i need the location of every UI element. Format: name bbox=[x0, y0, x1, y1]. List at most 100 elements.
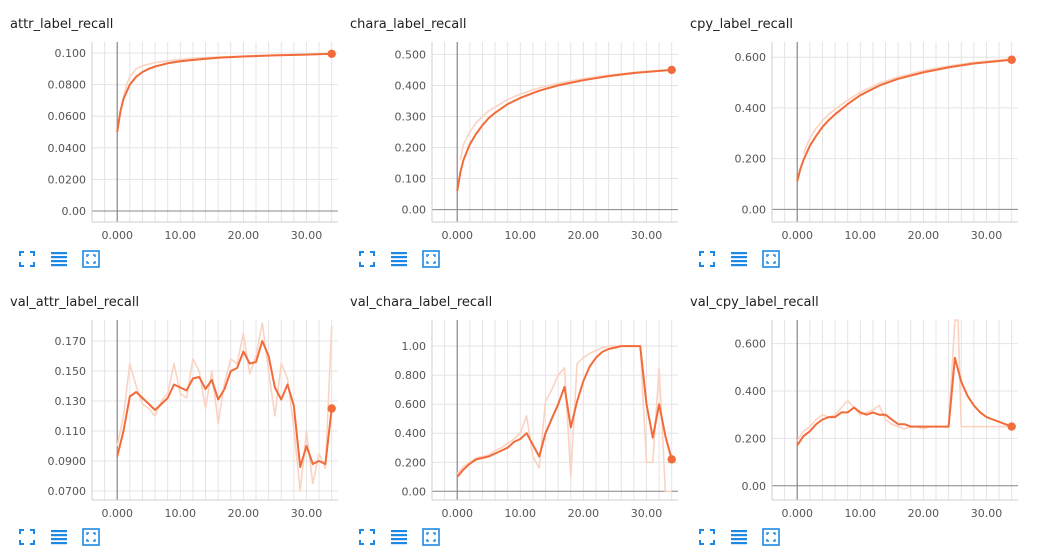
smoothed-series-line bbox=[116, 340, 333, 468]
last-value-marker[interactable] bbox=[667, 65, 676, 75]
x-tick-label: 10.00 bbox=[845, 507, 877, 520]
y-tick-label: 0.100 bbox=[55, 47, 87, 60]
last-value-marker[interactable] bbox=[327, 404, 336, 413]
fullscreen-icon[interactable] bbox=[358, 250, 376, 268]
x-tick-label: 0.000 bbox=[781, 229, 813, 242]
chart-card-chara_label_recall: chara_label_recall 0.00 0.100 0.200 0.300 0.4… bbox=[340, 0, 680, 270]
raw-series-line bbox=[459, 68, 672, 161]
y-tick-label: 0.400 bbox=[395, 79, 427, 92]
y-tick-label: 0.0200 bbox=[48, 173, 87, 186]
y-tick-label: 0.400 bbox=[395, 427, 427, 440]
chart-card-attr_label_recall: attr_label_recall 0.00 0.0200 0.0400 0.0600 0… bbox=[0, 0, 340, 270]
x-tick-label: 0.000 bbox=[441, 229, 473, 242]
x-tick-label: 0.000 bbox=[101, 229, 133, 242]
chart-plot: 0.00 0.200 0.400 0.600 0.800 1.00 0.000 10.00 20… bbox=[395, 320, 678, 520]
y-tick-label: 0.400 bbox=[735, 102, 767, 115]
x-tick-label: 20.00 bbox=[568, 229, 600, 242]
x-tick-label: 20.00 bbox=[228, 229, 260, 242]
chart-title: cpy_label_recall bbox=[690, 17, 793, 32]
raw-series-line bbox=[802, 58, 1012, 154]
chart-plot: 0.00 0.200 0.400 0.600 0.000 10.00 20.00 30.00 bbox=[735, 42, 1018, 242]
fit-domain-icon[interactable] bbox=[422, 528, 440, 546]
y-tick-label: 0.200 bbox=[395, 456, 427, 469]
y-tick-label: 0.600 bbox=[735, 51, 767, 64]
chart-card-val_chara_label_recall: val_chara_label_recall 0.00 0.200 0.400 0.60… bbox=[340, 278, 680, 548]
chart-card-cpy_label_recall: cpy_label_recall 0.00 0.200 0.400 0.600 0.000… bbox=[680, 0, 1020, 270]
fullscreen-icon[interactable] bbox=[18, 250, 36, 268]
y-tick-label: 0.500 bbox=[395, 48, 427, 61]
y-tick-label: 0.100 bbox=[395, 173, 427, 186]
y-tick-label: 0.00 bbox=[402, 204, 427, 217]
last-value-marker[interactable] bbox=[1007, 55, 1016, 64]
y-tick-label: 0.200 bbox=[395, 142, 427, 155]
y-tick-label: 0.0900 bbox=[48, 455, 87, 468]
x-tick-label: 30.00 bbox=[971, 229, 1003, 242]
smoothed-series-line bbox=[456, 345, 673, 478]
x-tick-label: 10.00 bbox=[505, 229, 537, 242]
x-tick-label: 0.000 bbox=[441, 507, 473, 520]
y-tick-label: 0.170 bbox=[55, 335, 87, 348]
list-data-icon[interactable] bbox=[50, 528, 68, 546]
last-value-marker[interactable] bbox=[1007, 422, 1016, 431]
fullscreen-icon[interactable] bbox=[698, 528, 716, 546]
chart-title: val_chara_label_recall bbox=[350, 295, 493, 310]
y-tick-label: 0.0400 bbox=[48, 142, 87, 155]
y-tick-label: 0.00 bbox=[62, 205, 87, 218]
fullscreen-icon[interactable] bbox=[698, 250, 716, 268]
chart-plot: 0.0700 0.0900 0.110 0.130 0.150 0.170 0.000 10.… bbox=[48, 320, 338, 520]
raw-series-line bbox=[796, 319, 1012, 442]
y-tick-label: 0.110 bbox=[55, 425, 87, 438]
list-data-icon[interactable] bbox=[390, 528, 408, 546]
x-tick-label: 10.00 bbox=[165, 507, 197, 520]
smoothed-series-line bbox=[796, 356, 1013, 447]
fullscreen-icon[interactable] bbox=[358, 528, 376, 546]
smoothed-series-line bbox=[116, 52, 332, 133]
list-data-icon[interactable] bbox=[730, 250, 748, 268]
x-tick-label: 20.00 bbox=[908, 229, 940, 242]
last-value-marker[interactable] bbox=[327, 49, 336, 59]
fit-domain-icon[interactable] bbox=[82, 528, 100, 546]
fit-domain-icon[interactable] bbox=[762, 528, 780, 546]
y-tick-label: 0.400 bbox=[735, 385, 767, 398]
list-data-icon[interactable] bbox=[50, 250, 68, 268]
y-tick-label: 0.300 bbox=[395, 110, 427, 123]
y-tick-label: 0.200 bbox=[735, 432, 767, 445]
y-tick-label: 0.00 bbox=[742, 203, 767, 216]
fit-domain-icon[interactable] bbox=[422, 250, 440, 268]
y-tick-label: 0.200 bbox=[735, 153, 767, 166]
chart-card-val_attr_label_recall: val_attr_label_recall 0.0700 0.0900 0.110 0.… bbox=[0, 278, 340, 548]
y-tick-label: 1.00 bbox=[402, 340, 427, 353]
x-tick-label: 0.000 bbox=[101, 507, 133, 520]
x-tick-label: 0.000 bbox=[781, 507, 813, 520]
chart-plot: 0.00 0.100 0.200 0.300 0.400 0.500 0.000 10.00 2… bbox=[395, 42, 678, 242]
x-tick-label: 30.00 bbox=[291, 507, 323, 520]
x-tick-label: 30.00 bbox=[291, 229, 323, 242]
fit-domain-icon[interactable] bbox=[762, 250, 780, 268]
smoothed-series-line bbox=[796, 58, 1012, 182]
x-tick-label: 20.00 bbox=[908, 507, 940, 520]
chart-title: val_attr_label_recall bbox=[10, 295, 140, 310]
raw-series-line bbox=[456, 345, 672, 493]
y-tick-label: 0.0600 bbox=[48, 110, 87, 123]
chart-plot: 0.00 0.200 0.400 0.600 0.000 10.00 20.00 30.00 bbox=[735, 319, 1018, 520]
y-tick-label: 0.0800 bbox=[48, 79, 87, 92]
chart-card-val_cpy_label_recall: val_cpy_label_recall 0.00 0.200 0.400 0.600 0… bbox=[680, 278, 1020, 548]
y-tick-label: 0.600 bbox=[395, 398, 427, 411]
x-tick-label: 10.00 bbox=[165, 229, 197, 242]
x-tick-label: 20.00 bbox=[568, 507, 600, 520]
chart-plot: 0.00 0.0200 0.0400 0.0600 0.0800 0.100 0.000 10… bbox=[48, 42, 338, 242]
smoothed-series-line bbox=[456, 68, 672, 192]
list-data-icon[interactable] bbox=[390, 250, 408, 268]
chart-title: attr_label_recall bbox=[10, 17, 114, 32]
y-tick-label: 0.150 bbox=[55, 365, 87, 378]
chart-title: val_cpy_label_recall bbox=[690, 295, 819, 310]
chart-title: chara_label_recall bbox=[350, 17, 467, 32]
fit-domain-icon[interactable] bbox=[82, 250, 100, 268]
fullscreen-icon[interactable] bbox=[18, 528, 36, 546]
y-tick-label: 0.130 bbox=[55, 395, 87, 408]
x-tick-label: 20.00 bbox=[228, 507, 260, 520]
y-tick-label: 0.00 bbox=[402, 485, 427, 498]
list-data-icon[interactable] bbox=[730, 528, 748, 546]
x-tick-label: 10.00 bbox=[505, 507, 537, 520]
last-value-marker[interactable] bbox=[667, 455, 676, 464]
